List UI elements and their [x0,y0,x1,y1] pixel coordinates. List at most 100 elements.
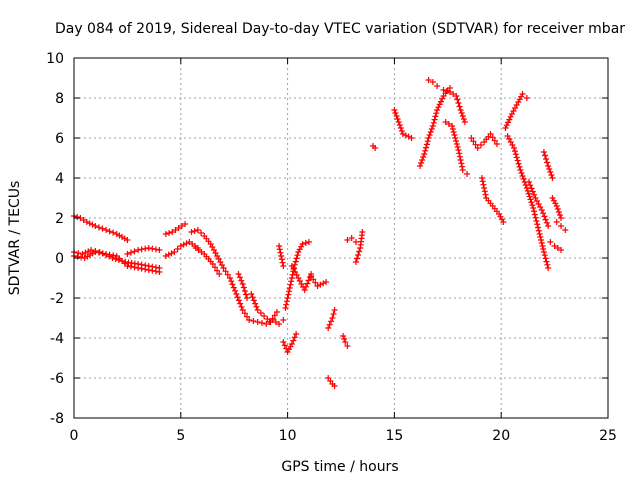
data-point [446,89,453,95]
data-point [402,132,409,139]
data-point [459,167,466,173]
data-point [493,141,500,147]
data-point [453,138,460,144]
data-point [135,247,142,253]
data-point [235,271,242,277]
data-point [395,119,402,125]
data-point [538,237,545,243]
data-point [293,331,300,337]
data-point [131,264,138,271]
data-point [75,250,82,256]
data-point [541,213,548,220]
data-point [421,151,428,157]
data-point [241,288,248,294]
data-point [525,179,532,185]
x-axis-label: GPS time / hours [281,459,398,475]
series-arc-8 [192,245,223,277]
data-point [305,277,312,284]
data-point [320,280,327,287]
data-point [546,166,553,172]
data-point [188,229,195,235]
data-point [85,248,92,255]
data-point [292,258,299,265]
data-point [562,227,569,233]
series-arc-26 [442,119,471,177]
data-point [554,245,561,251]
data-point [238,303,245,310]
data-point [106,251,113,258]
data-point [442,119,449,125]
y-tick-label: 6 [55,131,64,147]
y-tick-label: -6 [50,371,64,387]
data-point [149,267,156,274]
data-point [281,342,288,349]
data-point [109,255,116,261]
data-point [145,245,152,251]
series-arc-14 [288,263,315,293]
series-arc-10 [248,291,280,325]
data-point [257,310,264,316]
data-point [434,83,441,89]
grid [74,58,608,418]
data-point [286,288,293,295]
data-point [280,263,287,269]
series-arc-11 [276,243,287,269]
data-point [294,252,301,259]
data-point [535,227,542,234]
x-tick-label: 10 [279,428,297,444]
data-point [397,125,404,131]
data-point [264,316,271,322]
data-point [168,250,175,257]
data-point [238,277,245,284]
data-point [172,227,179,233]
data-point [451,132,458,138]
data-point [544,159,551,166]
data-point [527,182,534,189]
series-arc-25 [440,87,468,125]
series-arc-5 [162,221,189,237]
data-point [432,113,439,120]
data-point [433,110,440,117]
data-point [450,129,457,135]
data-point [237,300,244,307]
data-point [440,87,447,93]
y-tick-label: -8 [50,411,64,427]
series-arc-16 [325,307,338,331]
data-point [502,125,509,131]
data-point [305,239,312,245]
y-tick-label: -4 [50,331,64,347]
data-point [152,268,159,275]
data-point [308,273,315,279]
data-point [547,169,554,175]
data-point [279,259,286,266]
data-point [329,315,336,321]
data-point [430,119,437,126]
data-point [124,237,131,243]
data-point [548,172,555,178]
data-point [429,79,436,85]
data-point [437,98,444,105]
data-point [233,291,240,297]
data-point [74,214,81,220]
data-point [124,251,131,257]
data-point [527,196,534,203]
data-point [544,261,551,268]
data-point [537,234,544,240]
data-point [525,190,532,197]
data-point [408,135,415,141]
data-point [530,205,537,211]
data-point [519,173,526,179]
data-point [250,297,257,304]
data-point [229,281,236,288]
data-point [479,178,486,185]
data-point [505,119,512,126]
data-point [301,287,308,293]
data-point [482,191,489,198]
data-point [79,251,86,257]
x-tick-label: 20 [492,428,510,444]
data-point [304,280,311,287]
y-tick-label: -2 [50,291,64,307]
data-point [516,163,523,170]
data-point [534,221,541,228]
series-arc-9 [235,271,251,301]
